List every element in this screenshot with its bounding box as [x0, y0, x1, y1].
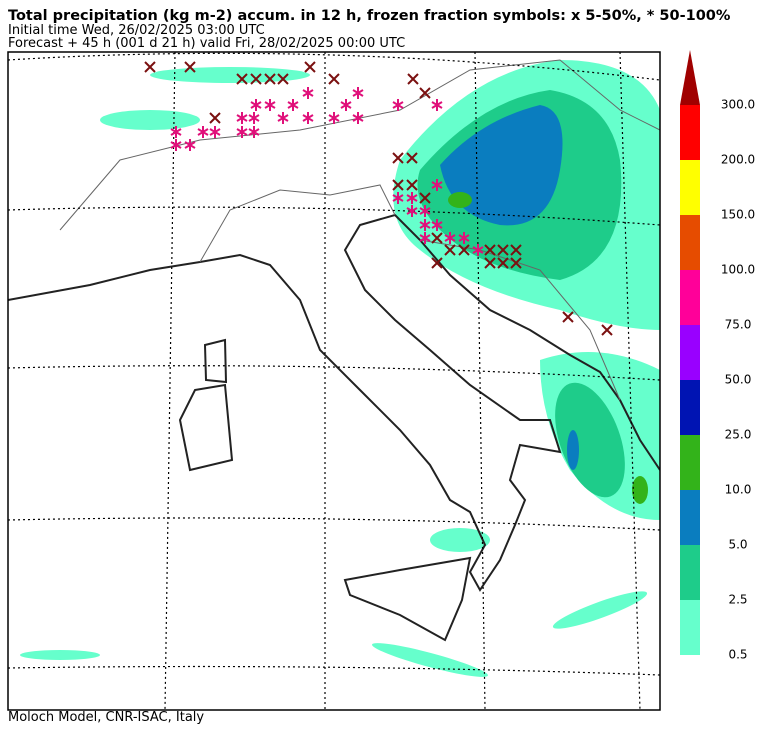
colorbar-label: 0.5 [728, 648, 747, 662]
colorbar-swatch [680, 270, 700, 325]
star-symbol [277, 112, 289, 124]
colorbar-swatch [680, 160, 700, 215]
forecast: Forecast + 45 h (001 d 21 h) valid Fri, … [8, 36, 406, 51]
star-symbol [248, 126, 260, 138]
colorbar-label: 200.0 [721, 153, 755, 167]
star-symbol [264, 99, 276, 111]
star-symbol [236, 112, 248, 124]
colorbar-label: 75.0 [725, 318, 752, 332]
cross-symbol [144, 61, 156, 73]
colorbar-label: 150.0 [721, 208, 755, 222]
star-symbol [328, 112, 340, 124]
colorbar-swatch [680, 215, 700, 270]
cross-symbol [407, 73, 419, 85]
star-symbol [170, 139, 182, 151]
star-symbol [302, 87, 314, 99]
cross-symbol [484, 257, 496, 269]
cross-symbol [510, 244, 522, 256]
star-symbol [209, 126, 221, 138]
cross-symbol [209, 112, 221, 124]
star-symbol [419, 205, 431, 217]
colorbar-swatch [680, 380, 700, 435]
star-symbol [236, 126, 248, 138]
colorbar-swatch [680, 600, 700, 655]
colorbar-arrow [680, 50, 700, 105]
colorbar-swatch [680, 325, 700, 380]
cross-symbol [510, 257, 522, 269]
cross-symbol [406, 152, 418, 164]
colorbar-label: 100.0 [721, 263, 755, 277]
colorbar-label: 5.0 [728, 538, 747, 552]
graticule [8, 52, 660, 710]
map-area [8, 52, 660, 710]
cross-symbol [419, 192, 431, 204]
map-frame [7, 51, 661, 711]
star-symbol [197, 126, 209, 138]
cross-symbol [497, 244, 509, 256]
cross-symbol [444, 244, 456, 256]
colorbar-label: 300.0 [721, 98, 755, 112]
coastlines [8, 213, 660, 642]
star-symbol [458, 232, 470, 244]
cross-symbol [601, 324, 613, 336]
star-symbol [340, 99, 352, 111]
cross-symbol [431, 232, 443, 244]
star-symbol [352, 87, 364, 99]
star-symbol [472, 244, 484, 256]
star-symbol [419, 232, 431, 244]
frozen-symbols [144, 61, 613, 336]
star-symbol [352, 112, 364, 124]
star-symbol [431, 219, 443, 231]
star-symbol [406, 205, 418, 217]
star-symbol [419, 219, 431, 231]
star-symbol [406, 192, 418, 204]
colorbar-swatch [680, 105, 700, 160]
star-symbol [302, 112, 314, 124]
cross-symbol [277, 73, 289, 85]
star-symbol [431, 179, 443, 191]
cross-symbol [264, 73, 276, 85]
title: Total precipitation (kg m-2) accum. in 1… [8, 8, 731, 24]
star-symbol [392, 192, 404, 204]
footer: Moloch Model, CNR-ISAC, Italy [8, 710, 205, 725]
star-symbol [431, 99, 443, 111]
cross-symbol [497, 257, 509, 269]
cross-symbol [250, 73, 262, 85]
cross-symbol [406, 179, 418, 191]
precip-veryheavy [448, 192, 648, 504]
cross-symbol [236, 73, 248, 85]
colorbar-label: 25.0 [725, 428, 752, 442]
colorbar-swatch [680, 545, 700, 600]
colorbar-swatch [680, 435, 700, 490]
cross-symbol [419, 87, 431, 99]
cross-symbol [458, 244, 470, 256]
colorbar-swatch [680, 490, 700, 545]
cross-symbol [431, 257, 443, 269]
cross-symbol [328, 73, 340, 85]
colorbar: 0.5 2.5 5.0 10.0 25.0 50.0 75.0 100.0 150.0 200.0… [680, 50, 755, 662]
colorbar-label: 2.5 [728, 593, 747, 607]
cross-symbol [562, 311, 574, 323]
cross-symbol [304, 61, 316, 73]
cross-symbol [184, 61, 196, 73]
initial-time: Initial time Wed, 26/02/2025 03:00 UTC [8, 23, 265, 38]
star-symbol [250, 99, 262, 111]
star-symbol [392, 99, 404, 111]
colorbar-label: 10.0 [725, 483, 752, 497]
star-symbol [170, 126, 182, 138]
star-symbol [184, 139, 196, 151]
colorbar-label: 50.0 [725, 373, 752, 387]
precip-heavy [440, 105, 579, 470]
star-symbol [287, 99, 299, 111]
star-symbol [444, 232, 456, 244]
star-symbol [248, 112, 260, 124]
cross-symbol [392, 179, 404, 191]
cross-symbol [392, 152, 404, 164]
cross-symbol [484, 244, 496, 256]
